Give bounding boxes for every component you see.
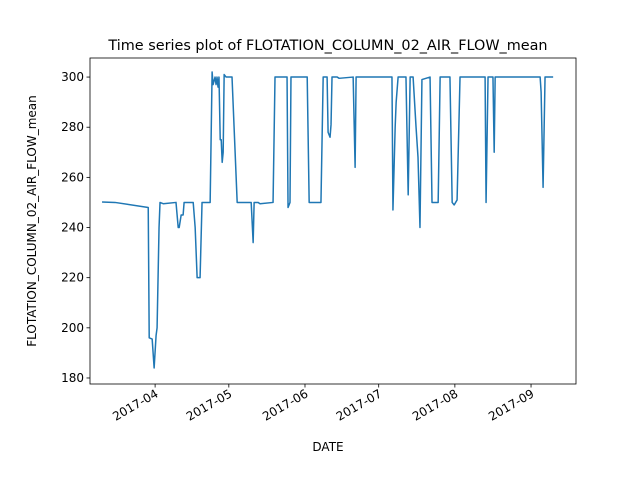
line-series (102, 71, 554, 369)
y-tick-label: 280 (61, 120, 84, 134)
y-tick-label: 220 (61, 271, 84, 285)
y-tick-label: 240 (61, 221, 84, 235)
y-axis-label: FLOTATION_COLUMN_02_AIR_FLOW_mean (25, 95, 39, 346)
y-tick-label: 200 (61, 321, 84, 335)
y-tick-label: 300 (61, 70, 84, 84)
x-axis-label: DATE (312, 440, 343, 454)
plot-frame (89, 57, 577, 385)
y-tick-label: 260 (61, 170, 84, 184)
y-tick-label: 180 (61, 371, 84, 385)
chart-title: Time series plot of FLOTATION_COLUMN_02_… (107, 38, 547, 54)
